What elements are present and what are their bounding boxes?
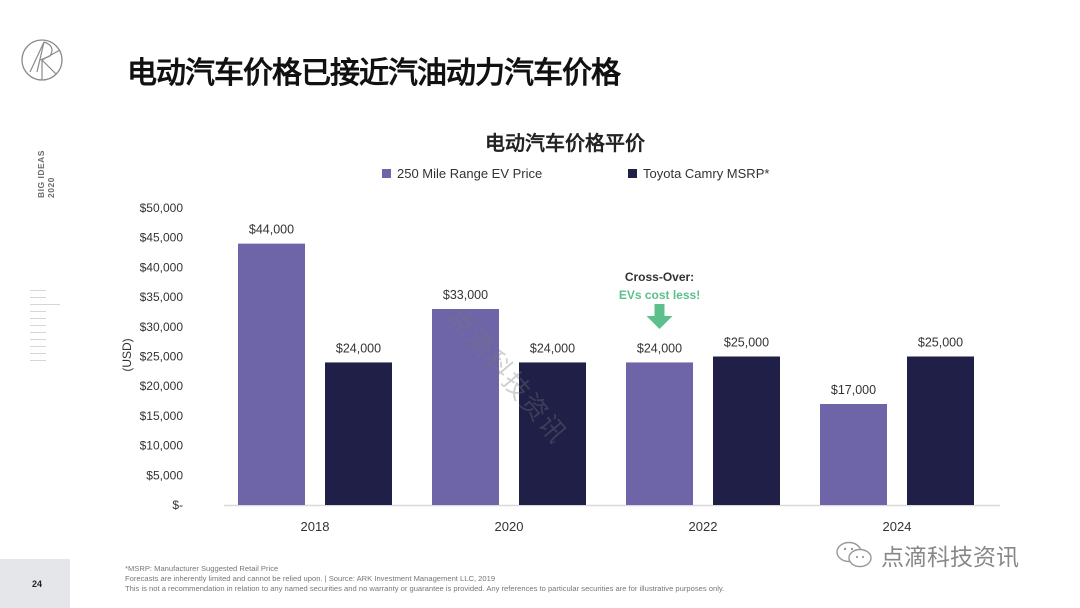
ark-logo-icon (21, 39, 63, 81)
y-tick-label: $20,000 (140, 379, 184, 393)
y-tick-label: $15,000 (140, 409, 184, 423)
down-arrow-icon (646, 304, 673, 329)
data-label: $24,000 (530, 341, 575, 355)
footnotes: *MSRP: Manufacturer Suggested Retail Pri… (125, 564, 724, 594)
y-tick-label: $25,000 (140, 350, 184, 364)
brand-watermark-text: 点滴科技资讯 (881, 545, 1019, 571)
y-tick-label: $35,000 (140, 290, 184, 304)
y-tick-label: $30,000 (140, 320, 184, 334)
bar-ev (238, 243, 305, 505)
legend-label-camry: Toyota Camry MSRP* (643, 166, 770, 181)
annotation-subtitle: EVs cost less! (619, 288, 700, 302)
section-progress-lines (30, 290, 60, 367)
legend-item-ev: 250 Mile Range EV Price (382, 166, 542, 181)
bar-camry (519, 362, 586, 505)
legend-swatch-camry (628, 169, 637, 178)
footnote-source: Forecasts are inherently limited and can… (125, 574, 496, 583)
page-title: 电动汽车价格已接近汽油动力汽车价格 (127, 56, 621, 91)
x-tick-label: 2020 (495, 519, 524, 534)
brand-watermark: 点滴科技资讯 (835, 538, 1019, 572)
legend-item-camry: Toyota Camry MSRP* (628, 166, 769, 181)
data-label: $44,000 (249, 223, 294, 237)
chart-title: 电动汽车价格平价 (485, 131, 645, 155)
y-tick-label: $10,000 (140, 439, 184, 453)
y-tick-label: $40,000 (140, 260, 184, 274)
data-label: $25,000 (724, 336, 769, 350)
legend-swatch-ev (382, 169, 391, 178)
wechat-icon (836, 541, 872, 568)
x-tick-label: 2024 (883, 519, 912, 534)
bar-ev (626, 362, 693, 505)
bar-camry (713, 356, 780, 505)
y-tick-label: $50,000 (140, 201, 184, 215)
bar-camry (907, 356, 974, 505)
y-tick-label: $45,000 (140, 231, 184, 245)
data-label: $33,000 (443, 288, 488, 302)
annotation-title: Cross-Over: (625, 270, 694, 284)
x-tick-label: 2018 (301, 519, 330, 534)
page-number: 24 (31, 579, 42, 589)
bar-ev (820, 404, 887, 505)
data-label: $24,000 (637, 341, 682, 355)
x-tick-label: 2022 (689, 519, 718, 534)
data-label: $17,000 (831, 383, 876, 397)
legend-label-ev: 250 Mile Range EV Price (397, 166, 543, 181)
data-label: $25,000 (918, 336, 963, 350)
bar-ev (432, 308, 499, 505)
y-tick-label: $5,000 (146, 468, 183, 482)
bar-camry (325, 362, 392, 505)
footnote-disclaimer: This is not a recommendation in relation… (125, 584, 725, 593)
footnote-msrp: *MSRP: Manufacturer Suggested Retail Pri… (125, 564, 279, 573)
y-axis-label: (USD) (120, 338, 134, 371)
data-label: $24,000 (336, 341, 381, 355)
page-number-box (0, 559, 70, 608)
y-tick-label: $- (172, 498, 183, 512)
